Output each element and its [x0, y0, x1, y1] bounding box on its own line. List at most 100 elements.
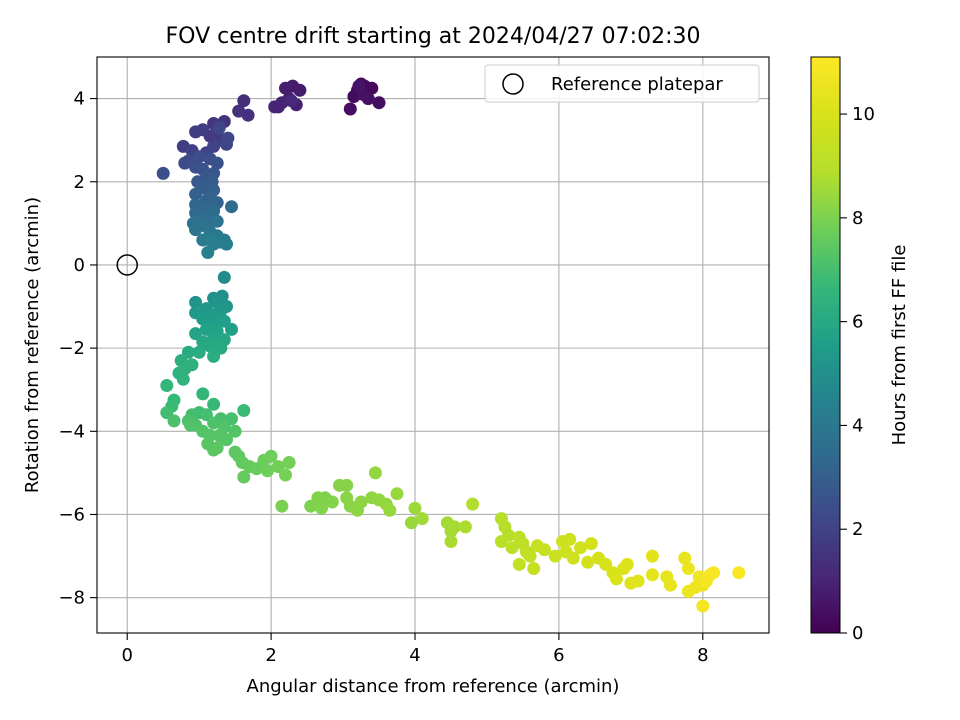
- scatter-point: [225, 322, 238, 336]
- y-tick-label: 0: [74, 255, 85, 276]
- scatter-point: [512, 557, 526, 571]
- scatter-point: [645, 549, 659, 563]
- scatter-point: [368, 466, 382, 480]
- x-tick-label: 4: [409, 645, 420, 666]
- y-tick-label: −2: [58, 338, 85, 359]
- scatter-point: [268, 100, 282, 114]
- scatter-point: [732, 566, 746, 580]
- colorbar-tick-label: 2: [852, 519, 863, 540]
- scatter-point: [232, 104, 246, 118]
- reference-platepar-marker: [116, 254, 138, 276]
- scatter-point: [343, 102, 357, 116]
- scatter-point: [207, 397, 221, 411]
- scatter-point: [584, 537, 598, 551]
- scatter-point: [275, 499, 289, 513]
- y-tick-label: 4: [74, 89, 85, 110]
- scatter-point: [523, 549, 537, 563]
- colorbar: [810, 56, 841, 634]
- legend: Reference platepar: [484, 64, 760, 103]
- y-tick-label: −4: [58, 421, 85, 442]
- y-tick-label: 2: [74, 172, 85, 193]
- x-tick-label: 2: [265, 645, 276, 666]
- scatter-point: [663, 578, 677, 592]
- scatter-point: [264, 449, 278, 463]
- scatter-point: [225, 200, 238, 214]
- scatter-point: [192, 150, 206, 164]
- scatter-point: [220, 237, 233, 251]
- scatter-point: [458, 520, 472, 534]
- scatter-point: [466, 497, 480, 511]
- y-tick-label: −8: [58, 588, 85, 609]
- scatter-point: [237, 94, 251, 108]
- scatter-point: [196, 387, 210, 401]
- scatter-point: [237, 404, 251, 417]
- scatter-point: [220, 433, 233, 447]
- colorbar-tick-label: 6: [852, 312, 863, 333]
- scatter-point: [196, 312, 210, 326]
- scatter-point: [581, 555, 595, 569]
- scatter-point: [681, 562, 695, 575]
- scatter-point: [527, 562, 541, 575]
- scatter-point: [176, 372, 190, 386]
- scatter-point: [261, 464, 274, 478]
- scatter-point: [383, 503, 397, 517]
- scatter-point: [620, 557, 634, 571]
- x-tick-label: 8: [697, 645, 708, 666]
- scatter-point: [566, 551, 580, 565]
- colorbar-label: Hours from first FF file: [889, 245, 910, 446]
- scatter-point: [415, 512, 429, 526]
- scatter-point: [192, 345, 206, 359]
- y-tick-label: −6: [58, 504, 85, 525]
- scatter-point: [167, 414, 181, 428]
- colorbar-tick-label: 0: [852, 623, 863, 644]
- scatter-point: [340, 478, 354, 492]
- scatter-point: [279, 468, 292, 482]
- scatter-point: [408, 501, 422, 515]
- scatter-point: [574, 541, 587, 555]
- legend-label: Reference platepar: [551, 74, 723, 95]
- scatter-point: [228, 424, 242, 438]
- scatter-point: [201, 246, 215, 259]
- y-axis-label: Rotation from reference (arcmin): [22, 197, 43, 493]
- scatter-point: [282, 456, 296, 469]
- colorbar-tick-label: 8: [852, 208, 863, 229]
- scatter-point: [352, 79, 366, 93]
- scatter-point: [390, 487, 404, 501]
- scatter-point: [184, 418, 197, 432]
- scatter-point: [563, 532, 577, 546]
- legend-box: [484, 64, 760, 103]
- scatter-point: [210, 214, 224, 228]
- scatter-point: [354, 495, 368, 509]
- scatter-point: [279, 81, 292, 95]
- y-axis-ticks: 4 2 0 −2 −4 −6 −8: [58, 89, 97, 609]
- scatter-point: [178, 156, 192, 170]
- scatter-point: [538, 543, 551, 557]
- scatter-point: [207, 349, 221, 363]
- colorbar-ticks: 0 2 4 6 8 10: [840, 104, 875, 644]
- scatter-point: [221, 131, 235, 145]
- x-axis-ticks: 0 2 4 6 8: [121, 633, 709, 666]
- scatter-point: [160, 379, 174, 392]
- scatter-point: [631, 574, 645, 588]
- colorbar-tick-label: 4: [852, 415, 863, 436]
- scatter-point: [212, 121, 226, 135]
- scatter-point: [189, 125, 203, 139]
- scatter-point: [189, 295, 203, 309]
- scatter-point: [610, 572, 623, 586]
- scatter-point: [189, 223, 203, 237]
- scatter-point: [645, 568, 659, 582]
- scatter-point: [293, 83, 307, 97]
- scatter-point: [217, 270, 231, 284]
- scatter-point: [448, 520, 462, 534]
- scatter-point: [207, 416, 221, 430]
- x-tick-label: 0: [121, 645, 132, 666]
- scatter-point: [156, 166, 170, 180]
- scatter-point: [207, 139, 221, 153]
- x-tick-label: 6: [553, 645, 564, 666]
- scatter-point: [548, 549, 562, 563]
- scatter-point: [325, 495, 339, 509]
- legend-marker: [502, 73, 524, 95]
- scatter-point: [284, 94, 298, 108]
- scatter-point: [203, 339, 217, 353]
